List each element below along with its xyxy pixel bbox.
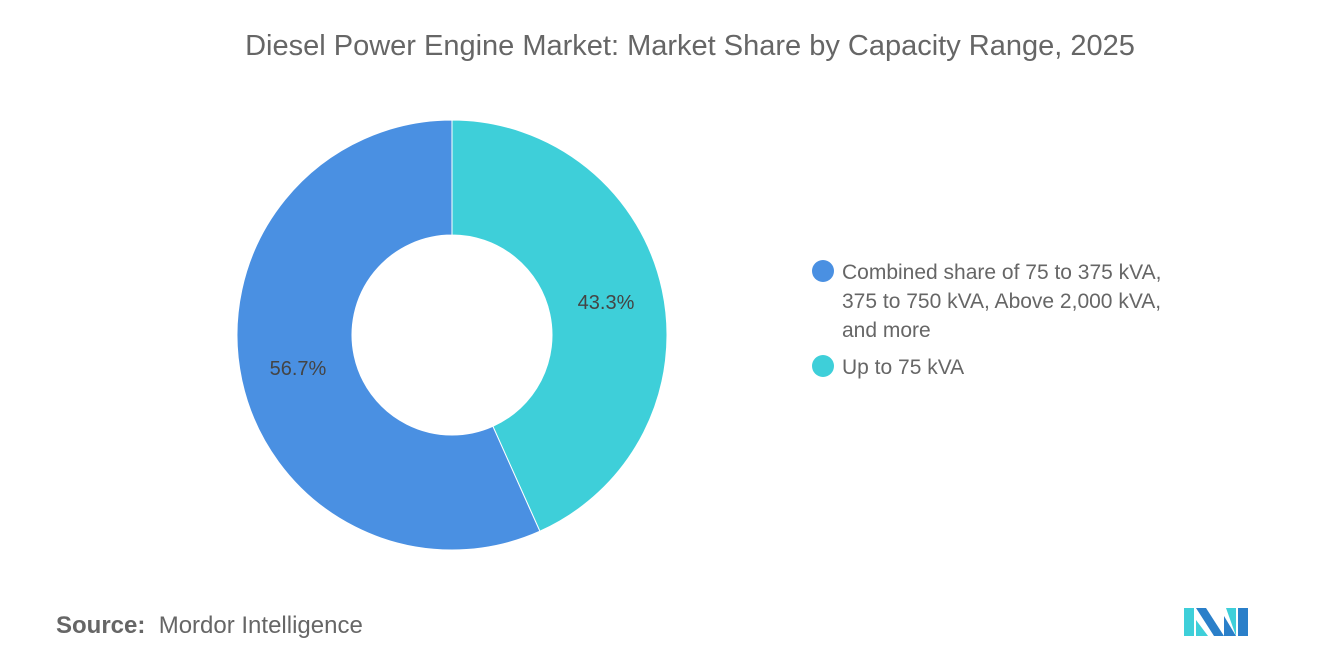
chart-title: Diesel Power Engine Market: Market Share… [245,30,1135,62]
data-label: 43.3% [578,292,635,314]
donut-slice [451,119,668,532]
legend-swatch [812,260,834,282]
legend: Combined share of 75 to 375 kVA, 375 to … [812,258,1172,390]
legend-item: Combined share of 75 to 375 kVA, 375 to … [812,258,1172,345]
legend-label: Combined share of 75 to 375 kVA, 375 to … [842,261,1162,342]
data-label: 56.7% [270,358,327,380]
legend-item: Up to 75 kVA [812,353,1172,382]
mordor-logo [1184,608,1248,636]
donut-slice [236,119,541,551]
legend-label: Up to 75 kVA [842,356,965,379]
source-label: Source: [56,612,146,639]
source-value: Mordor Intelligence [158,612,363,639]
legend-swatch [812,355,834,377]
source-note: Source: Mordor Intelligence [56,612,363,640]
